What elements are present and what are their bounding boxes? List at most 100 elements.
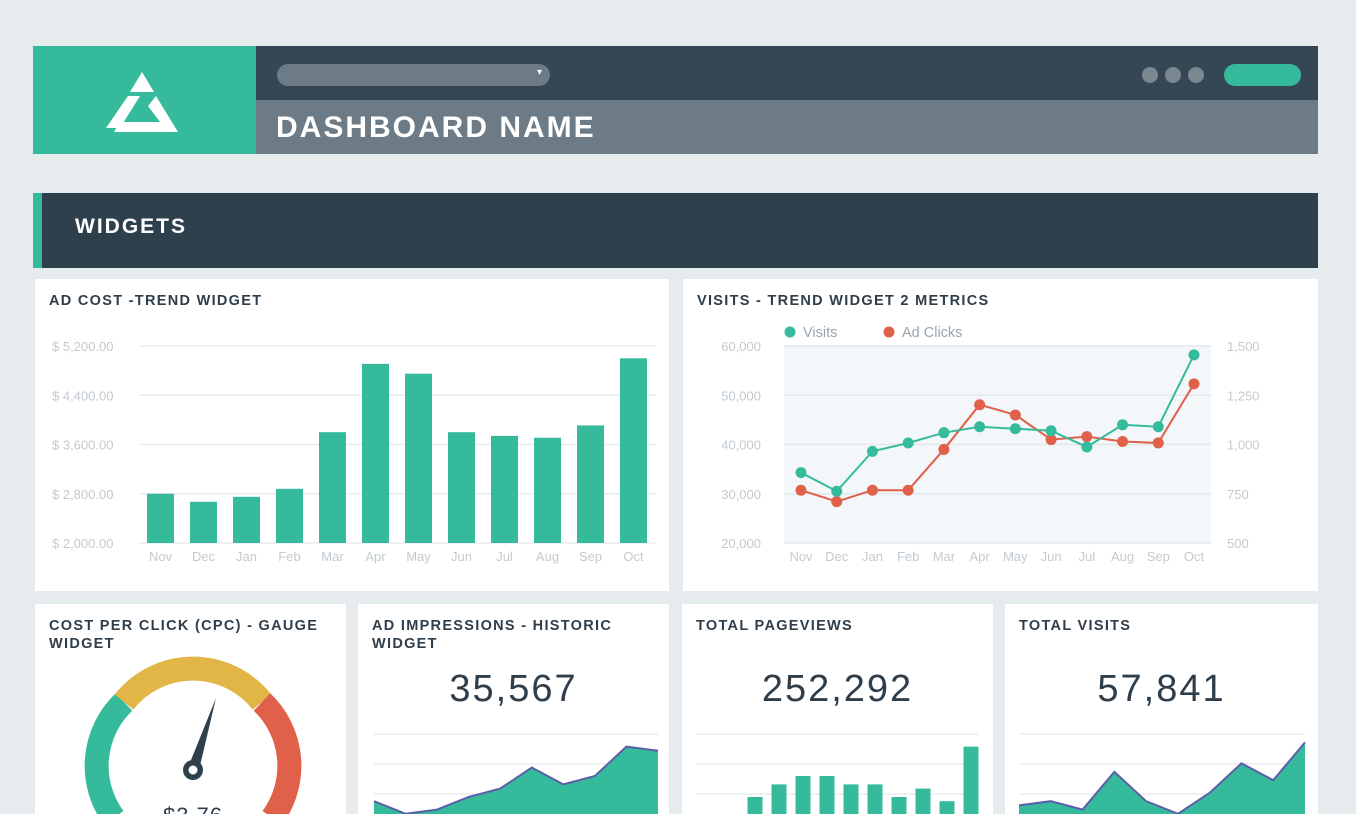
data-point: [1152, 421, 1164, 433]
data-point: [1081, 431, 1093, 443]
widget-title: VISITS - TREND WIDGET 2 METRICS: [697, 293, 990, 309]
dot-icon[interactable]: [1188, 67, 1204, 83]
widget-title: TOTAL VISITS: [1019, 618, 1132, 634]
widget-title: TOTAL PAGEVIEWS: [696, 618, 853, 634]
x-tick-label: Dec: [825, 549, 849, 564]
gauge-arc-green: [84, 693, 133, 814]
total-visits-sparkline: [1018, 733, 1306, 814]
bar: [276, 488, 303, 543]
total-pageviews-bars: [696, 733, 979, 814]
visits-widget[interactable]: VISITS - TREND WIDGET 2 METRICS 20,000 50…: [683, 279, 1318, 591]
data-point: [1009, 409, 1021, 421]
dashboard-header: ▾ DASHBOARD NAME: [33, 46, 1318, 154]
x-tick-label: Feb: [897, 549, 919, 564]
data-point: [1081, 441, 1093, 453]
x-tick-label: Jan: [236, 549, 257, 564]
page-title: DASHBOARD NAME: [276, 111, 596, 144]
dashboard-selector-dropdown[interactable]: ▾: [277, 64, 550, 86]
data-point: [1188, 349, 1200, 361]
x-tick-label: Oct: [623, 549, 644, 564]
bar: [319, 432, 346, 543]
x-tick-label: May: [406, 549, 431, 564]
x-tick-label: Sep: [1147, 549, 1170, 564]
gauge-value: $3.76: [163, 803, 223, 814]
x-tick-label: Aug: [1111, 549, 1134, 564]
data-point: [902, 484, 914, 496]
title-bar: DASHBOARD NAME: [256, 100, 1318, 154]
dot-icon[interactable]: [1165, 67, 1181, 83]
bar: [233, 496, 260, 543]
y-right-tick-label: 750: [1227, 487, 1249, 502]
series-line: [800, 354, 1195, 493]
legend-marker: [883, 326, 895, 338]
bar: [747, 797, 763, 814]
bar: [819, 776, 835, 814]
legend-label: Ad Clicks: [902, 325, 962, 341]
data-point: [866, 445, 878, 457]
bar: [534, 437, 561, 543]
ad-impressions-widget[interactable]: AD IMPRESSIONS - HISTORIC WIDGET 35,567: [358, 604, 669, 814]
x-tick-label: Apr: [365, 549, 386, 564]
bar: [577, 425, 604, 543]
section-bar: WIDGETS: [33, 193, 1318, 268]
bar: [362, 363, 389, 543]
y-left-tick-label: 30,000: [721, 487, 761, 502]
bar: [491, 435, 518, 543]
x-tick-label: Jan: [862, 549, 883, 564]
y-tick-label: $ 2,800.00: [52, 487, 113, 502]
y-right-tick-label: 500: [1227, 536, 1249, 551]
y-left-tick-label: 60,000: [721, 339, 761, 354]
y-left-tick-label: 40,000: [721, 438, 761, 453]
x-tick-label: Feb: [278, 549, 300, 564]
legend-marker: [784, 326, 796, 338]
data-point: [974, 421, 986, 433]
widget-title: AD COST -TREND WIDGET: [49, 293, 263, 309]
x-tick-label: Mar: [321, 549, 344, 564]
ad-cost-bar-chart: $ 2,000.00 $ 2,800.00 $ 3,600.00 $ 4,400.00…: [52, 339, 655, 564]
dot-icon[interactable]: [1142, 67, 1158, 83]
x-tick-label: Dec: [192, 549, 216, 564]
bar: [963, 746, 979, 814]
data-point: [974, 399, 986, 411]
cpc-gauge-widget[interactable]: COST PER CLICK (CPC) - GAUGE WIDGET $3.7…: [35, 604, 346, 814]
chevron-down-icon: ▾: [536, 67, 542, 78]
ad-impressions-value: 35,567: [449, 668, 578, 710]
data-point: [938, 427, 950, 439]
bar: [915, 788, 931, 814]
bar: [891, 797, 907, 814]
y-right-tick-label: 1,250: [1227, 388, 1260, 403]
bar: [867, 784, 883, 814]
action-button[interactable]: [1224, 64, 1301, 86]
series-line: [800, 383, 1195, 503]
section-title: WIDGETS: [75, 215, 187, 238]
x-tick-label: Jun: [451, 549, 472, 564]
y-left-tick-label: 50,000: [721, 388, 761, 403]
ad-cost-widget[interactable]: AD COST -TREND WIDGET $ 2,000.00 $ 2,800.…: [35, 279, 669, 591]
data-point: [1009, 423, 1021, 435]
logo-box[interactable]: [33, 46, 256, 154]
data-point: [831, 496, 843, 508]
y-tick-label: $ 3,600.00: [52, 438, 113, 453]
area-line: [373, 745, 659, 814]
y-tick-label: $ 4,400.00: [52, 388, 113, 403]
data-point: [938, 443, 950, 455]
x-tick-label: Nov: [789, 549, 813, 564]
x-tick-label: Jul: [1079, 549, 1096, 564]
x-tick-label: May: [1003, 549, 1028, 564]
triangle-logo-icon: [106, 72, 178, 132]
data-point: [1117, 436, 1129, 448]
bar: [190, 501, 217, 543]
data-point: [1045, 434, 1057, 446]
bar: [147, 493, 174, 543]
total-visits-value: 57,841: [1097, 668, 1226, 710]
legend-label: Visits: [803, 325, 837, 341]
data-point: [1117, 419, 1129, 431]
gauge-needle: [187, 698, 216, 770]
data-point: [1045, 425, 1057, 437]
y-tick-label: $ 5,200.00: [52, 339, 113, 354]
total-visits-widget[interactable]: TOTAL VISITS 57,841: [1005, 604, 1318, 814]
total-pageviews-widget[interactable]: TOTAL PAGEVIEWS 252,292: [682, 604, 993, 814]
data-point: [795, 484, 807, 496]
cpc-gauge: $3.76: [84, 656, 302, 814]
data-point: [831, 485, 843, 497]
